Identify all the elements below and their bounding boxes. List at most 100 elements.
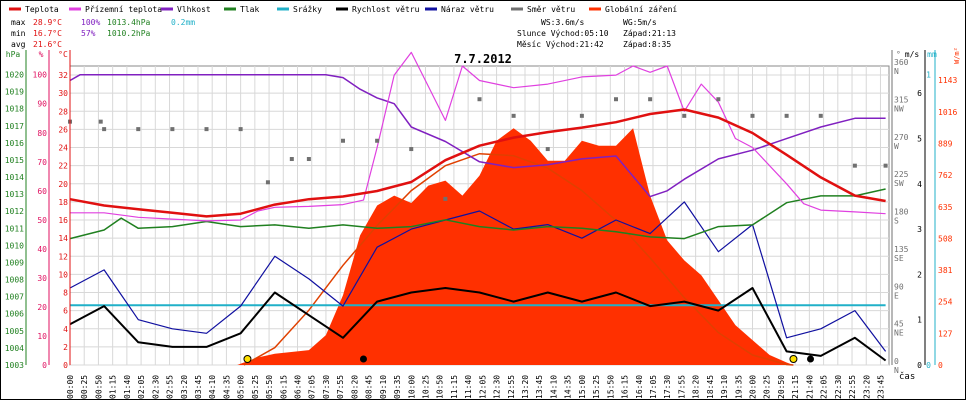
y-tick-label: 1013 (5, 190, 24, 199)
stat-min-press: 1010.2hPa (107, 29, 151, 38)
y-tick-label: 26 (58, 125, 68, 134)
wind-dir-compass-label: NE (894, 329, 904, 338)
radiation-tick-label: 1016 (938, 108, 957, 117)
stat-min-label: min (11, 29, 26, 38)
y-tick-label: 1008 (5, 276, 24, 285)
x-tick-label: 17:30 (663, 375, 672, 399)
x-tick-label: 17:55 (677, 375, 686, 399)
x-tick-label: 08:20 (350, 375, 359, 399)
x-tick-label: 05:00 (237, 375, 246, 399)
y-tick-label: 18 (58, 198, 68, 207)
x-tick-label: 17:05 (649, 375, 658, 399)
x-tick-label: 04:35 (222, 375, 231, 399)
series-wind-speed-line (69, 287, 887, 362)
wind-dir-point (750, 113, 755, 118)
x-tick-label: 04:10 (208, 375, 217, 399)
legend-item: Globální záření (589, 5, 677, 14)
wind-dir-point (98, 119, 103, 124)
y-tick-label: 1015 (5, 156, 24, 165)
y-tick-label: 50 (37, 216, 47, 225)
y-tick-label: 1020 (5, 71, 24, 80)
legend-label: Teplota (25, 5, 59, 14)
x-tick-label: 03:20 (180, 375, 189, 399)
y-tick-label: 20 (58, 180, 68, 189)
moonrise-marker (807, 355, 815, 363)
x-tick-label: 11:40 (464, 375, 473, 399)
wind-dir-compass-label: SW (894, 179, 904, 188)
axis-unit-label: m/s (905, 50, 920, 59)
y-tick-label: 10 (37, 332, 47, 341)
series-humidity-line (69, 73, 886, 198)
info-moon-set: Západ:8:35 (623, 40, 671, 49)
wind-dir-compass-label: N (894, 366, 899, 375)
x-tick-label: 14:10 (549, 375, 558, 399)
wind-dir-point (238, 127, 243, 132)
wind-dir-point (136, 127, 141, 132)
y-tick-label: 1007 (5, 293, 24, 302)
rain-tick-label: 1 (926, 71, 931, 80)
wind-dir-point (170, 127, 175, 132)
legend-item: Srážky (277, 5, 322, 14)
y-tick-label: 70 (37, 158, 47, 167)
y-tick-label: 40 (37, 245, 47, 254)
chart-title: 7.7.2012 (454, 52, 512, 66)
radiation-tick-label: 1143 (938, 76, 957, 85)
stat-min-hum: 57% (81, 29, 96, 38)
x-tick-label: 12:05 (478, 375, 487, 399)
y-tick-label: 1010 (5, 241, 24, 250)
y-tick-label: 100 (33, 71, 48, 80)
wind-dir-point (682, 113, 687, 118)
wind-dir-point (409, 147, 414, 152)
moonset-marker (359, 355, 367, 363)
radiation-tick-label: 889 (938, 139, 953, 148)
sunset-marker (789, 355, 798, 363)
y-tick-label: 1011 (5, 224, 24, 233)
x-unit-label: čas (899, 371, 915, 382)
wind-dir-compass-label: N (894, 67, 899, 76)
legend-label: Vlhkost (177, 5, 211, 14)
stat-max-rain: 0.2mm (171, 18, 195, 27)
legend-label: Rychlost větru (352, 5, 420, 14)
stat-max-label: max (11, 18, 26, 27)
y-tick-label: 16 (58, 216, 68, 225)
x-tick-label: 12:55 (507, 375, 516, 399)
wind-speed-tick-label: 0 (917, 361, 922, 370)
legend-label: Náraz větru (441, 5, 494, 14)
x-tick-label: 12:30 (493, 375, 502, 399)
x-tick-label: 07:55 (336, 375, 345, 399)
legend-item: Tlak (224, 5, 259, 14)
x-tick-label: 15:50 (606, 375, 615, 399)
x-tick-label: 00:00 (66, 375, 75, 399)
radiation-tick-label: 635 (938, 203, 953, 212)
legend: Teplota Přízemní teplota Vlhkost Tlak Srážky… (9, 5, 677, 14)
info-block: WS:3.6m/s WG:5m/s Slunce Východ:05:10 Zá… (517, 18, 676, 49)
wind-dir-point (289, 157, 294, 162)
info-wg: WG:5m/s (623, 18, 657, 27)
x-tick-label: 19:10 (720, 375, 729, 399)
wind-dir-tick-label: 315 (894, 95, 909, 104)
header: 7.7.2012 max 28.9°C 100% 1013.4hPa 0.2mm… (11, 18, 676, 66)
y-tick-label: 0 (42, 361, 47, 370)
legend-label: Srážky (293, 5, 322, 14)
legend-item: Teplota (9, 5, 59, 14)
radiation-tick-label: 254 (938, 298, 953, 307)
x-tick-label: 05:25 (251, 375, 260, 399)
legend-label: Tlak (240, 5, 259, 14)
y-tick-label: 1018 (5, 105, 24, 114)
y-tick-label: 10 (58, 270, 68, 279)
x-tick-label: 05:50 (265, 375, 274, 399)
wind-dir-tick-label: 225 (894, 170, 909, 179)
x-tick-label: 23:20 (862, 375, 871, 399)
x-tick-label: 19:35 (734, 375, 743, 399)
x-tick-label: 00:25 (80, 375, 89, 399)
y-tick-label: 24 (58, 144, 68, 153)
wind-dir-point (614, 97, 618, 102)
y-tick-label: 1004 (5, 344, 24, 353)
wind-dir-point (852, 163, 857, 168)
info-sun-set: Západ:21:13 (623, 29, 676, 38)
y-tick-label: 1016 (5, 139, 24, 148)
wind-speed-tick-label: 5 (917, 134, 922, 143)
y-tick-label: 12 (58, 252, 68, 261)
series-ground-temp-line (70, 51, 886, 222)
